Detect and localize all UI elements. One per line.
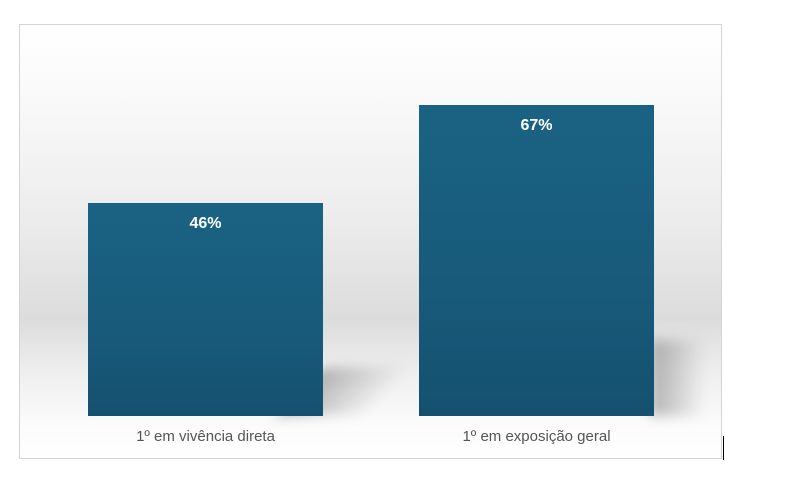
bar-vivencia-direta: 46%: [88, 203, 323, 416]
bar-exposicao-geral: 67%: [419, 105, 654, 416]
bar-value-label: 67%: [520, 117, 553, 134]
bar-shadow-2: [650, 340, 705, 416]
category-label: 1º em exposição geral: [462, 428, 611, 445]
category-label: 1º em vivência direta: [136, 428, 275, 445]
bar-value-label: 46%: [189, 215, 222, 232]
text-cursor: [723, 436, 724, 460]
